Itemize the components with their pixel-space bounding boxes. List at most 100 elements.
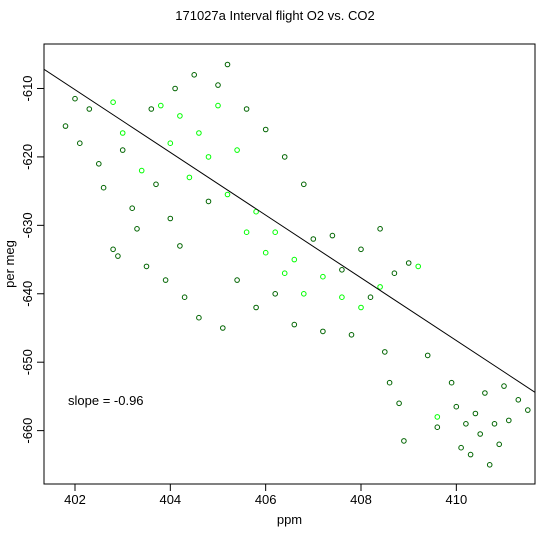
data-point (220, 325, 226, 331)
data-point (100, 184, 107, 191)
data-point (243, 229, 250, 235)
data-point (358, 246, 364, 253)
regression-line (44, 68, 535, 393)
data-point (463, 421, 469, 427)
data-point (386, 379, 393, 386)
data-point (129, 205, 135, 211)
data-point (186, 174, 193, 181)
data-point (391, 270, 398, 277)
regression-line-group (44, 68, 535, 393)
data-point (205, 154, 212, 160)
y-axis-label: per meg (2, 240, 17, 288)
data-point (86, 106, 93, 112)
data-point (96, 161, 102, 167)
x-axis-label: ppm (277, 512, 302, 527)
data-point (272, 291, 279, 297)
data-point (367, 294, 374, 301)
data-point (525, 407, 531, 413)
data-point (486, 462, 493, 468)
data-point (167, 215, 174, 222)
data-point (62, 123, 69, 129)
data-point (167, 140, 174, 146)
data-point (110, 99, 116, 105)
data-point (472, 410, 479, 417)
x-axis: 402 404 406 408 410 (64, 484, 467, 507)
x-tick-label: 404 (159, 492, 181, 507)
data-point (215, 102, 221, 109)
data-point (301, 181, 307, 188)
data-point (310, 236, 317, 242)
data-point (205, 198, 212, 205)
y-tick-label: -640 (20, 281, 35, 307)
data-point (224, 61, 231, 68)
data-point (491, 421, 498, 427)
data-point (224, 191, 231, 198)
data-point (72, 95, 78, 102)
data-point (348, 332, 355, 338)
data-point (119, 147, 126, 153)
data-point (501, 383, 507, 389)
data-point (320, 273, 326, 280)
chart-title: 171027a Interval flight O2 vs. CO2 (175, 8, 374, 23)
data-point (272, 229, 279, 235)
data-point (377, 284, 383, 290)
data-point (110, 246, 116, 253)
data-point (405, 260, 412, 266)
data-point (77, 140, 83, 146)
data-point (467, 451, 474, 458)
data-point (434, 424, 441, 431)
data-point (177, 113, 183, 119)
data-point (143, 263, 150, 270)
slope-annotation: slope = -0.96 (68, 393, 144, 408)
x-tick-label: 402 (64, 492, 86, 507)
data-point (281, 270, 288, 277)
data-point (253, 304, 259, 311)
y-tick-label: -620 (20, 144, 35, 170)
data-point (339, 267, 345, 273)
y-axis: -660 -650 -640 -630 -620 -610 (20, 75, 44, 444)
x-tick-label: 408 (350, 492, 372, 507)
data-point (134, 226, 140, 232)
y-tick-label: -610 (20, 75, 35, 101)
data-point (415, 263, 422, 270)
data-point (329, 232, 336, 239)
data-point (158, 102, 164, 109)
plot-frame (43, 43, 536, 485)
data-point (243, 106, 250, 112)
data-point (320, 328, 326, 335)
data-point (138, 167, 145, 174)
x-tick-label: 406 (255, 492, 277, 507)
data-point (148, 106, 155, 112)
data-point (424, 352, 431, 359)
data-point (291, 256, 298, 263)
data-point (215, 82, 221, 88)
data-point (506, 417, 512, 424)
x-tick-label: 410 (445, 492, 467, 507)
data-point (281, 154, 288, 160)
data-point (453, 403, 460, 410)
data-point (196, 314, 202, 321)
y-tick-label: -660 (20, 418, 35, 444)
data-point (301, 291, 307, 297)
data-point (496, 441, 503, 448)
data-point (477, 431, 484, 437)
data-point (119, 130, 126, 136)
data-point (115, 253, 121, 259)
data-point (382, 349, 388, 355)
data-point (234, 277, 240, 283)
data-point (396, 400, 402, 407)
data-point (515, 397, 522, 403)
data-point (482, 390, 488, 396)
data-point (339, 294, 345, 301)
data-point (172, 85, 178, 92)
data-point (377, 226, 383, 232)
data-point (262, 126, 269, 133)
data-point (262, 249, 269, 256)
data-point (234, 147, 240, 153)
y-tick-label: -630 (20, 212, 35, 238)
data-point (458, 444, 464, 451)
data-point (162, 277, 169, 283)
data-point (358, 304, 364, 311)
data-point (177, 243, 183, 249)
